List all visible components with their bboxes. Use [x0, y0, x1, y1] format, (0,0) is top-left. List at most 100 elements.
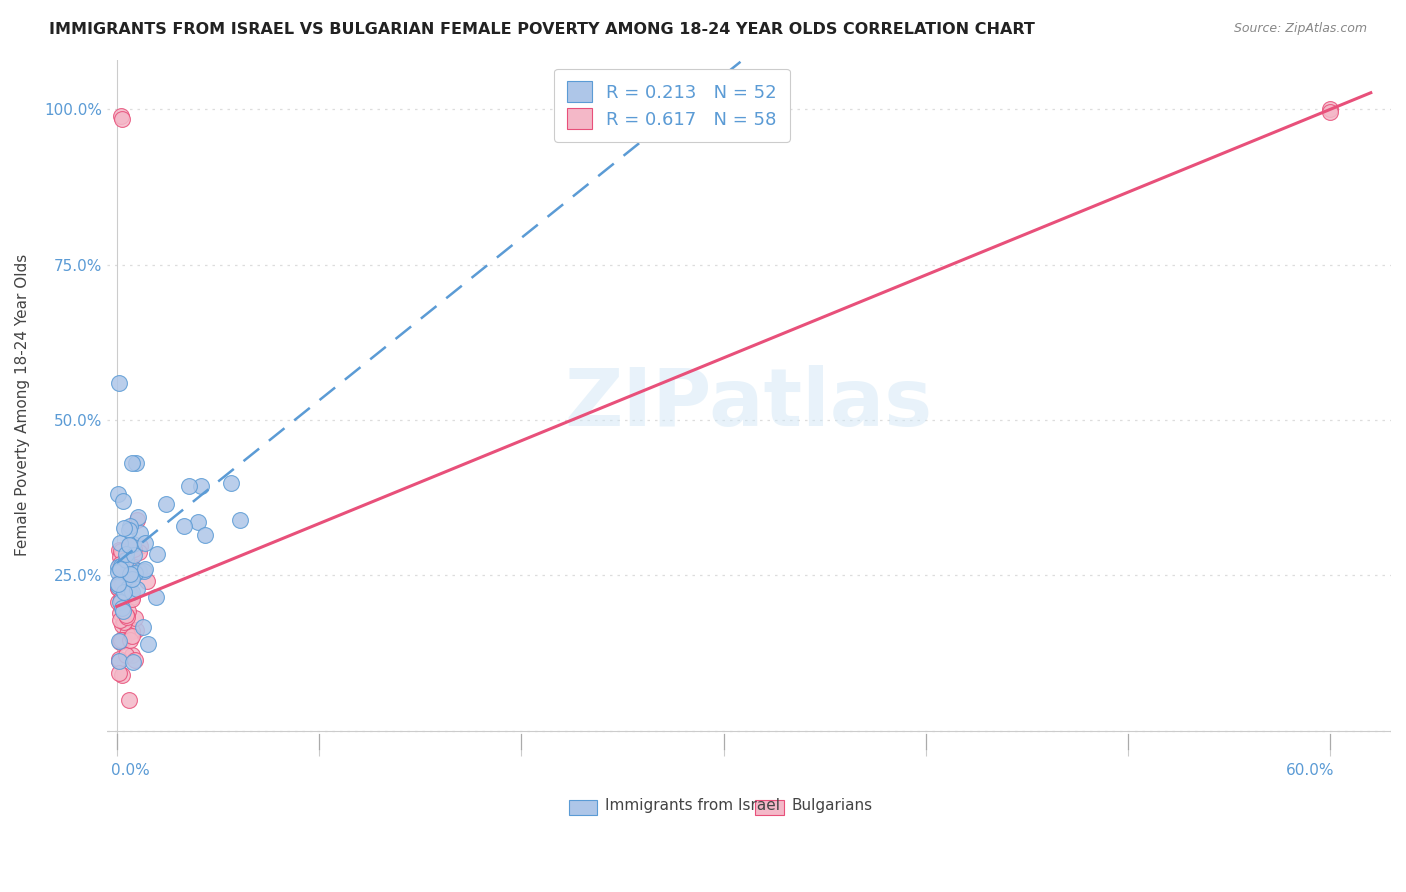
Point [111, 600, 134, 615]
Point [108, 535, 131, 549]
Point [190, 479, 212, 493]
Point [112, 605, 135, 619]
Point [125, 624, 148, 638]
Point [117, 563, 139, 577]
Point [132, 564, 155, 578]
Point [107, 487, 129, 501]
Text: ZIPatlas: ZIPatlas [565, 366, 934, 443]
Point [111, 576, 134, 591]
Point [114, 579, 136, 593]
Point [108, 543, 131, 558]
Point [173, 519, 195, 533]
Point [112, 632, 135, 647]
Point [1319, 105, 1341, 120]
Point [112, 521, 135, 535]
Point [111, 668, 134, 682]
Point [120, 633, 142, 648]
Point [124, 566, 146, 580]
Point [108, 654, 131, 668]
Point [127, 582, 149, 596]
Y-axis label: Female Poverty Among 18-24 Year Olds: Female Poverty Among 18-24 Year Olds [15, 253, 30, 556]
Point [112, 584, 135, 599]
Point [121, 456, 143, 470]
FancyBboxPatch shape [755, 799, 783, 814]
Point [124, 611, 146, 625]
Point [122, 537, 145, 551]
Point [132, 620, 155, 634]
Point [136, 574, 159, 588]
Point [107, 579, 129, 593]
Point [121, 572, 143, 586]
Point [145, 591, 167, 605]
Legend: R = 0.213   N = 52, R = 0.617   N = 58: R = 0.213 N = 52, R = 0.617 N = 58 [554, 69, 790, 142]
Point [115, 548, 138, 562]
Text: Immigrants from Israel: Immigrants from Israel [605, 798, 780, 814]
Text: Source: ZipAtlas.com: Source: ZipAtlas.com [1233, 22, 1367, 36]
Point [111, 618, 134, 632]
Point [121, 629, 143, 643]
Point [124, 653, 146, 667]
Point [107, 576, 129, 591]
Point [127, 509, 149, 524]
Point [107, 595, 129, 609]
Point [134, 562, 156, 576]
Point [108, 634, 131, 648]
Point [122, 560, 145, 574]
Point [112, 596, 135, 610]
Text: 0.0%: 0.0% [111, 763, 149, 778]
Point [107, 581, 129, 595]
Point [118, 519, 141, 533]
FancyBboxPatch shape [569, 799, 598, 814]
Point [118, 566, 141, 581]
Point [155, 497, 177, 511]
Point [120, 588, 142, 602]
Point [121, 591, 143, 606]
Point [112, 615, 135, 629]
Point [117, 567, 139, 582]
Point [108, 549, 131, 564]
Point [128, 545, 150, 559]
Point [187, 515, 209, 529]
Point [136, 637, 159, 651]
Point [179, 479, 201, 493]
Point [110, 558, 132, 573]
Point [108, 558, 131, 572]
Point [122, 548, 145, 562]
Point [114, 570, 136, 584]
Point [1319, 103, 1341, 117]
Point [108, 607, 131, 621]
Point [110, 544, 132, 558]
Point [125, 513, 148, 527]
Point [110, 109, 132, 123]
Point [115, 627, 138, 641]
Point [112, 605, 135, 619]
Point [129, 526, 152, 541]
Point [108, 654, 131, 668]
Point [107, 565, 129, 579]
Point [114, 608, 136, 623]
Point [121, 584, 143, 599]
Point [118, 692, 141, 706]
Point [108, 574, 131, 588]
Point [111, 112, 134, 126]
Point [110, 592, 132, 607]
Point [108, 614, 131, 628]
Point [114, 553, 136, 567]
Point [110, 632, 132, 647]
Point [219, 476, 242, 491]
Point [121, 590, 143, 604]
Point [115, 648, 138, 663]
Point [122, 541, 145, 556]
Text: 60.0%: 60.0% [1286, 763, 1334, 778]
Point [128, 564, 150, 578]
Point [110, 562, 132, 576]
Point [111, 494, 134, 508]
Point [112, 559, 135, 574]
Point [121, 648, 143, 663]
Point [229, 513, 252, 527]
Point [124, 456, 146, 470]
Point [107, 652, 129, 666]
Point [121, 655, 143, 669]
Point [107, 581, 129, 595]
Point [121, 624, 143, 639]
